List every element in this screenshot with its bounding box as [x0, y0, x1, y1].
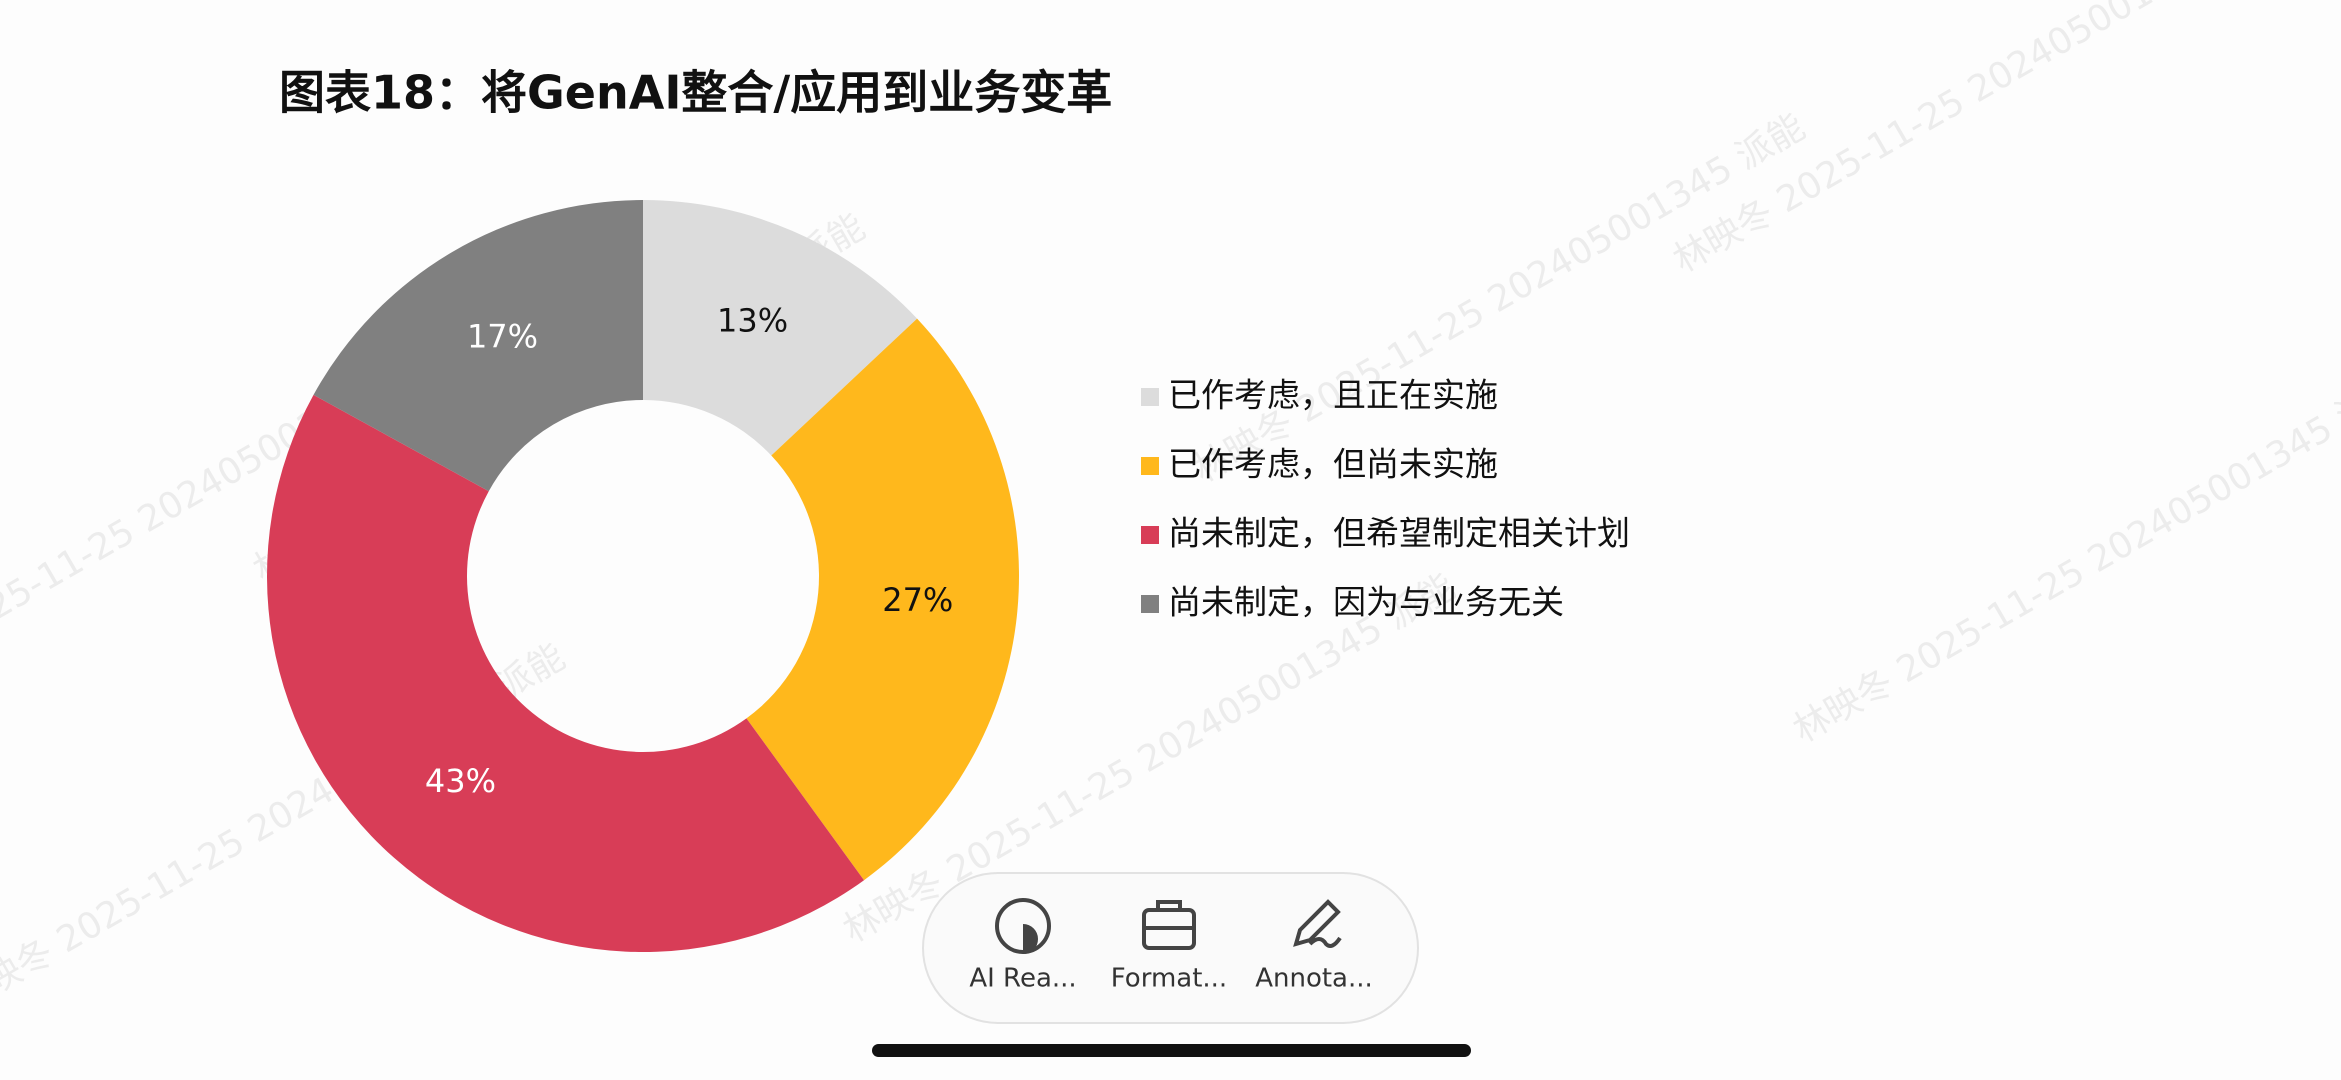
slice — [313, 200, 643, 492]
slice — [746, 318, 1019, 881]
slice — [643, 200, 918, 456]
annotate-icon[interactable] — [1293, 899, 1342, 948]
legend-label: 已作考虑，但尚未实施 — [1168, 445, 1498, 484]
toolbar-label[interactable]: AI Rea... — [969, 964, 1076, 994]
value-label: 13% — [717, 302, 788, 340]
ai-reader-icon[interactable] — [995, 898, 1051, 954]
legend-swatch — [1141, 526, 1159, 544]
chart-title: 图表18：将GenAI整合/应用到业务变革 — [279, 66, 1112, 120]
legend-label: 尚未制定，因为与业务无关 — [1168, 583, 1564, 622]
value-label: 43% — [425, 762, 496, 800]
slice — [267, 394, 865, 952]
legend-swatch — [1141, 457, 1159, 475]
legend-swatch — [1141, 595, 1159, 613]
donut-chart: 13% 27% 43% 17% — [267, 200, 1019, 952]
legend: 已作考虑，且正在实施已作考虑，但尚未实施尚未制定，但希望制定相关计划尚未制定，因… — [1141, 376, 1630, 622]
value-label: 27% — [882, 581, 953, 619]
legend-label: 尚未制定，但希望制定相关计划 — [1168, 514, 1630, 553]
format-icon[interactable] — [1142, 900, 1196, 950]
toolbar-label[interactable]: Format... — [1111, 964, 1227, 994]
home-indicator — [872, 1044, 1471, 1057]
legend-swatch — [1141, 388, 1159, 406]
toolbar-label[interactable]: Annota... — [1255, 964, 1373, 994]
legend-label: 已作考虑，且正在实施 — [1168, 376, 1498, 415]
value-label: 17% — [467, 317, 538, 355]
